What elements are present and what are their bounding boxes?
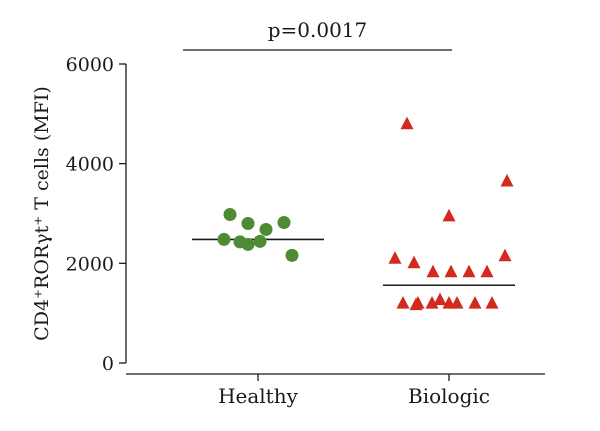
data-point-triangle [400, 116, 414, 130]
y-tick-label: 6000 [66, 54, 114, 76]
axes [125, 64, 545, 375]
y-tick-label: 4000 [66, 154, 114, 176]
data-point-triangle [396, 296, 410, 309]
data-point-triangle [485, 296, 499, 309]
x-axis-ticks: Healthy Biologic [218, 374, 490, 408]
data-point-triangle [462, 264, 476, 278]
data-point-circle [253, 234, 267, 248]
y-axis-title: CD4⁺RORγt⁺ T cells (MFI) [31, 86, 53, 341]
data-points [217, 116, 514, 311]
data-point-circle [241, 216, 255, 230]
data-point-triangle [444, 264, 458, 278]
data-point-circle [285, 248, 299, 262]
data-point-triangle [407, 255, 421, 269]
data-point-triangle [433, 292, 447, 306]
data-point-triangle [468, 296, 482, 309]
data-point-circle [277, 215, 291, 229]
data-point-triangle [450, 296, 464, 309]
data-point-triangle [409, 297, 423, 311]
data-point-triangle [480, 264, 494, 278]
data-point-circle [223, 207, 237, 221]
data-point-triangle [388, 251, 402, 264]
x-category-label: Biologic [408, 384, 490, 408]
significance-label: p=0.0017 [268, 18, 368, 42]
data-point-triangle [426, 264, 440, 278]
data-point-circle [217, 232, 231, 246]
significance-annotation: p=0.0017 [183, 18, 452, 51]
data-point-triangle [442, 208, 456, 222]
data-point-triangle [500, 173, 514, 187]
y-axis-ticks: 0 2000 4000 6000 [66, 54, 126, 375]
x-category-label: Healthy [218, 384, 299, 408]
data-point-circle [241, 237, 255, 251]
data-point-triangle [425, 296, 439, 309]
data-point-circle [259, 222, 273, 236]
data-point-triangle [498, 248, 512, 262]
y-tick-label: 0 [102, 353, 114, 375]
y-tick-label: 2000 [66, 253, 114, 275]
